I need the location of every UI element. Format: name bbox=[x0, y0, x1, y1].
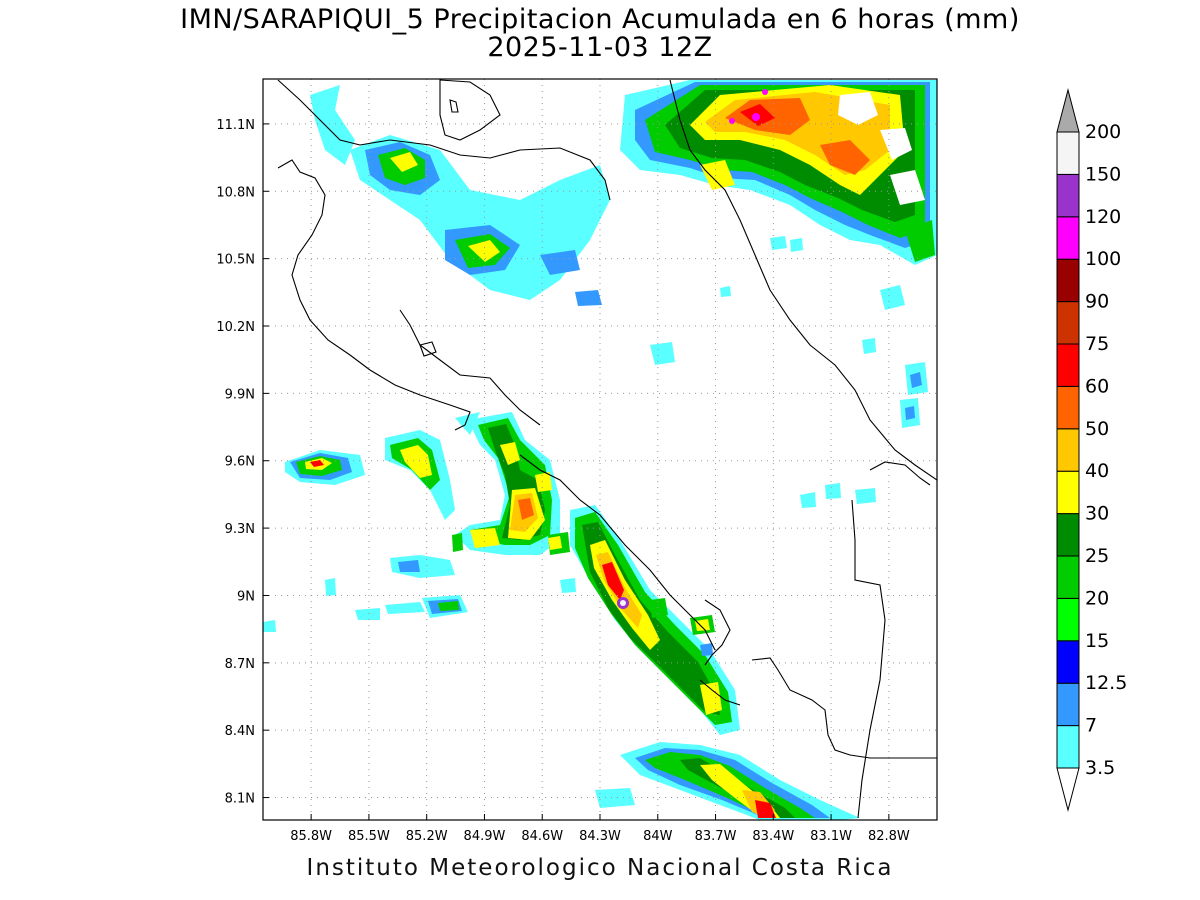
lat-tick-label: 9N bbox=[237, 589, 255, 604]
colorbar-swatch bbox=[1056, 216, 1080, 260]
lat-tick-label: 10.2N bbox=[216, 320, 255, 335]
colorbar-label: 15 bbox=[1085, 630, 1109, 652]
colorbar-swatch bbox=[1056, 470, 1080, 515]
colorbar-label: 3.5 bbox=[1085, 757, 1115, 779]
colorbar-label: 50 bbox=[1085, 418, 1109, 440]
caribbean-coast bbox=[851, 499, 886, 819]
guanacaste-coast bbox=[277, 159, 471, 431]
lat-tick-label: 8.7N bbox=[225, 657, 255, 672]
colorbar-under-triangle bbox=[1056, 767, 1080, 812]
central-pacific-coast bbox=[519, 454, 716, 651]
lon-tick-label: 84W bbox=[643, 829, 673, 844]
colorbar-swatch bbox=[1056, 428, 1080, 472]
colorbar-swatch bbox=[1056, 725, 1080, 769]
lon-tick-label: 85.2W bbox=[406, 829, 448, 844]
coastline-borders bbox=[277, 79, 937, 819]
lon-tick-label: 83.7W bbox=[695, 829, 737, 844]
lon-tick-label: 84.6W bbox=[521, 829, 563, 844]
colorbar-swatch bbox=[1056, 173, 1080, 218]
lon-tick-label: 84.3W bbox=[579, 829, 621, 844]
colorbar-legend: 3.5 7 12.5 15 20 25 30 40 50 60 75 90 100 120 150 200 bbox=[1056, 88, 1127, 812]
nicaragua-pacific-coast bbox=[277, 79, 611, 201]
colorbar-swatch bbox=[1056, 258, 1080, 303]
title-line-1: IMN/SARAPIQUI_5 Precipitacion Acumulada … bbox=[180, 4, 1020, 35]
colorbar-label: 200 bbox=[1085, 121, 1121, 143]
lat-tick-label: 10.8N bbox=[216, 185, 255, 200]
latitude-axis: 8.1N 8.4N 8.7N 9N 9.3N 9.6N 9.9N 10.2N 10.5N 10.8… bbox=[216, 118, 269, 807]
lat-tick-label: 8.4N bbox=[225, 724, 255, 739]
golfo-dulce bbox=[751, 657, 937, 759]
colorbar-swatch bbox=[1056, 640, 1080, 684]
panama-border bbox=[699, 679, 741, 706]
colorbar-label: 12.5 bbox=[1085, 672, 1127, 694]
colorbar-label: 60 bbox=[1085, 375, 1109, 397]
colorbar-label: 90 bbox=[1085, 291, 1109, 313]
osa-peninsula bbox=[704, 599, 731, 666]
colorbar-label: 20 bbox=[1085, 587, 1109, 609]
colorbar-swatch bbox=[1056, 343, 1080, 387]
colorbar-swatch bbox=[1056, 131, 1080, 175]
colorbar-swatch bbox=[1056, 555, 1080, 599]
colorbar-label: 100 bbox=[1085, 248, 1121, 270]
colorbar-swatch bbox=[1056, 682, 1080, 727]
title-line-2: 2025-11-03 12Z bbox=[487, 32, 713, 63]
island-small bbox=[419, 341, 437, 357]
colorbar-label: 30 bbox=[1085, 503, 1109, 525]
nicaragua-costa-rica-border bbox=[669, 79, 937, 481]
chiriqui-coast bbox=[869, 461, 931, 486]
colorbar-swatch bbox=[1056, 301, 1080, 345]
lon-tick-label: 82.8W bbox=[868, 829, 910, 844]
longitude-axis: 85.8W 85.5W 85.2W 84.9W 84.6W 84.3W 84W 83.7W 83… bbox=[290, 814, 910, 844]
precipitation-field bbox=[263, 80, 937, 820]
colorbar-label: 40 bbox=[1085, 460, 1109, 482]
colorbar-swatch bbox=[1056, 597, 1080, 642]
lon-tick-label: 84.9W bbox=[464, 829, 506, 844]
precip-cell-central-pacific bbox=[452, 412, 570, 555]
lon-tick-label: 83.1W bbox=[810, 829, 852, 844]
lat-tick-label: 10.5N bbox=[216, 253, 255, 268]
precip-cell-northeast bbox=[620, 80, 937, 265]
lat-tick-label: 8.1N bbox=[225, 792, 255, 807]
footer-credit: Instituto Meteorologico Nacional Costa R… bbox=[306, 855, 894, 881]
colorbar-label: 25 bbox=[1085, 545, 1109, 567]
lat-tick-label: 9.9N bbox=[225, 387, 255, 402]
lat-tick-label: 9.3N bbox=[225, 522, 255, 537]
lake-nicaragua-shore bbox=[439, 79, 501, 141]
lon-tick-label: 85.5W bbox=[348, 829, 390, 844]
precip-cell-far-south bbox=[595, 742, 860, 820]
nicoya-gulf-shore bbox=[399, 309, 541, 426]
colorbar-label: 7 bbox=[1085, 715, 1097, 737]
precip-cell-nicoya bbox=[263, 412, 480, 632]
precip-cell-scattered bbox=[700, 483, 876, 656]
colorbar-label: 150 bbox=[1085, 163, 1121, 185]
precip-cell-south-pacific bbox=[560, 505, 740, 735]
lon-tick-label: 83.4W bbox=[752, 829, 794, 844]
colorbar-label: 120 bbox=[1085, 206, 1121, 228]
colorbar-swatch bbox=[1056, 513, 1080, 557]
colorbar-label: 75 bbox=[1085, 333, 1109, 355]
colorbar-over-triangle bbox=[1056, 88, 1080, 133]
colorbar-swatch bbox=[1056, 385, 1080, 430]
island-tiny bbox=[449, 99, 459, 113]
map-gridlines bbox=[263, 79, 937, 820]
lat-tick-label: 11.1N bbox=[216, 118, 255, 133]
lon-tick-label: 85.8W bbox=[290, 829, 332, 844]
lat-tick-label: 9.6N bbox=[225, 455, 255, 470]
